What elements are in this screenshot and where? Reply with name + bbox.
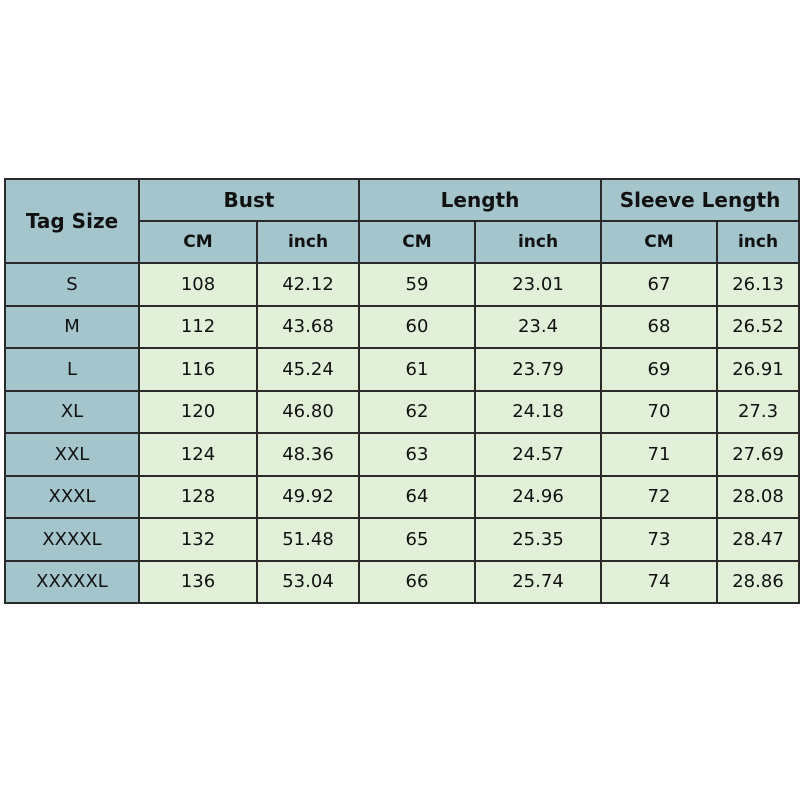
- sleeve-inch-cell: 26.91: [716, 347, 800, 392]
- sleeve-cm-cell: 72: [600, 474, 718, 519]
- sleeve-inch-cell: 28.86: [716, 559, 800, 604]
- tag-size-cell: L: [4, 347, 140, 392]
- tag-size-cell: XXXXL: [4, 517, 140, 562]
- length-cm-cell: 66: [358, 559, 476, 604]
- length-inch-cell: 24.18: [474, 389, 602, 434]
- length-cm-cell: 63: [358, 432, 476, 477]
- sleeve-cm-cell: 67: [600, 262, 718, 307]
- sleeve-cm-cell: 73: [600, 517, 718, 562]
- tag-size-cell: XXXL: [4, 474, 140, 519]
- sleeve-inch-cell: 27.3: [716, 389, 800, 434]
- table-row: XXXXXL 136 53.04 66 25.74 74 28.86: [4, 559, 800, 604]
- tag-size-cell: M: [4, 304, 140, 349]
- bust-inch-cell: 43.68: [256, 304, 360, 349]
- length-inch-cell: 23.01: [474, 262, 602, 307]
- sleeve-inch-cell: 28.47: [716, 517, 800, 562]
- length-inch-cell: 25.35: [474, 517, 602, 562]
- length-inch-cell: 23.4: [474, 304, 602, 349]
- bust-inch-cell: 53.04: [256, 559, 360, 604]
- bust-inch-cell: 46.80: [256, 389, 360, 434]
- bust-cm-cell: 116: [138, 347, 258, 392]
- length-cm-cell: 64: [358, 474, 476, 519]
- sleeve-cm-cell: 69: [600, 347, 718, 392]
- length-inch-cell: 24.57: [474, 432, 602, 477]
- bust-inch-cell: 48.36: [256, 432, 360, 477]
- table-row: M 112 43.68 60 23.4 68 26.52: [4, 304, 800, 349]
- header-row-units: CM inch CM inch CM inch: [5, 220, 800, 264]
- sleeve-cm-cell: 70: [600, 389, 718, 434]
- bust-header: Bust: [138, 178, 360, 222]
- header-row-groups: Tag Size Bust Length Sleeve Length: [4, 178, 800, 264]
- bust-cm-cell: 128: [138, 474, 258, 519]
- bust-cm-cell: 108: [138, 262, 258, 307]
- length-cm-cell: 60: [358, 304, 476, 349]
- tag-size-cell: XXL: [4, 432, 140, 477]
- length-header: Length: [358, 178, 602, 222]
- unit-header-inch: inch: [716, 220, 800, 264]
- table-row: XXXL 128 49.92 64 24.96 72 28.08: [4, 474, 800, 519]
- sleeve-cm-cell: 68: [600, 304, 718, 349]
- bust-cm-cell: 136: [138, 559, 258, 604]
- sleeve-length-header: Sleeve Length: [600, 178, 800, 222]
- size-chart-table: Tag Size Bust Length Sleeve Length CM inc…: [4, 178, 800, 604]
- unit-header-cm: CM: [358, 220, 476, 264]
- table-row: XXL 124 48.36 63 24.57 71 27.69: [4, 432, 800, 477]
- sleeve-cm-cell: 74: [600, 559, 718, 604]
- bust-cm-cell: 112: [138, 304, 258, 349]
- bust-cm-cell: 120: [138, 389, 258, 434]
- sleeve-inch-cell: 27.69: [716, 432, 800, 477]
- tag-size-cell: XL: [4, 389, 140, 434]
- length-cm-cell: 59: [358, 262, 476, 307]
- length-cm-cell: 61: [358, 347, 476, 392]
- length-cm-cell: 65: [358, 517, 476, 562]
- bust-inch-cell: 51.48: [256, 517, 360, 562]
- bust-inch-cell: 49.92: [256, 474, 360, 519]
- tag-size-header: Tag Size: [4, 178, 140, 264]
- length-inch-cell: 24.96: [474, 474, 602, 519]
- table-row: XXXXL 132 51.48 65 25.35 73 28.47: [4, 517, 800, 562]
- length-inch-cell: 25.74: [474, 559, 602, 604]
- sleeve-inch-cell: 26.52: [716, 304, 800, 349]
- length-cm-cell: 62: [358, 389, 476, 434]
- tag-size-cell: S: [4, 262, 140, 307]
- bust-inch-cell: 45.24: [256, 347, 360, 392]
- sleeve-cm-cell: 71: [600, 432, 718, 477]
- bust-inch-cell: 42.12: [256, 262, 360, 307]
- bust-cm-cell: 124: [138, 432, 258, 477]
- table-row: L 116 45.24 61 23.79 69 26.91: [4, 347, 800, 392]
- unit-header-inch: inch: [256, 220, 360, 264]
- unit-header-inch: inch: [474, 220, 602, 264]
- unit-header-cm: CM: [600, 220, 718, 264]
- table-row: XL 120 46.80 62 24.18 70 27.3: [4, 389, 800, 434]
- sleeve-inch-cell: 28.08: [716, 474, 800, 519]
- table-row: S 108 42.12 59 23.01 67 26.13: [4, 262, 800, 307]
- unit-header-cm: CM: [138, 220, 258, 264]
- bust-cm-cell: 132: [138, 517, 258, 562]
- length-inch-cell: 23.79: [474, 347, 602, 392]
- sleeve-inch-cell: 26.13: [716, 262, 800, 307]
- tag-size-cell: XXXXXL: [4, 559, 140, 604]
